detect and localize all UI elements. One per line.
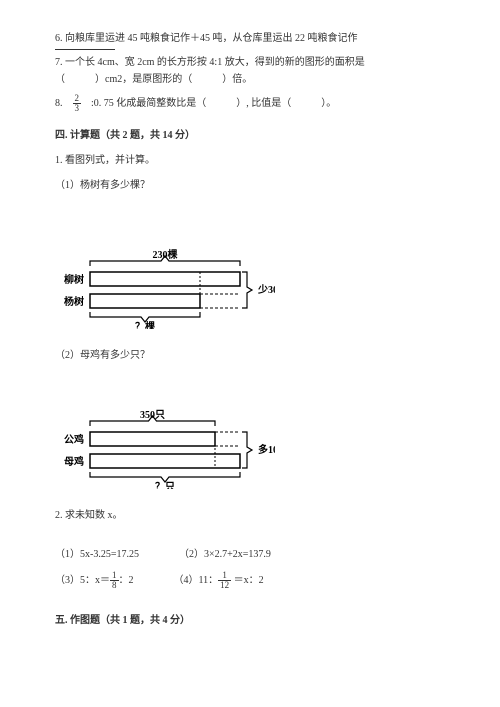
- svg-text:母鸡: 母鸡: [64, 455, 84, 468]
- eq3-b: ：2: [119, 575, 134, 586]
- eq4: （4）11：112 ＝x：2: [174, 571, 264, 590]
- q7-line1: 7. 一个长 4cm、宽 2cm 的长方形按 4:1 放大，得到的新的图形的面积…: [55, 54, 445, 71]
- svg-text:公鸡: 公鸡: [64, 433, 84, 446]
- equation-row-2: （3）5：x＝18：2 （4）11：112 ＝x：2: [55, 571, 445, 590]
- svg-text:350只: 350只: [140, 409, 165, 421]
- svg-text:？棵: ？棵: [135, 320, 155, 329]
- eq3-frac-d: 8: [110, 581, 119, 590]
- equation-row-1: （1）5x-3.25=17.25 （2）3×2.7+2x=137.9: [55, 546, 445, 563]
- eq3-frac: 18: [110, 571, 119, 590]
- diagram-chickens: 350只公鸡母鸡 多10% ？只: [55, 404, 445, 489]
- q6-text-a: 6. 向粮库里运进 45 吨粮食记作＋45 吨，从仓库里运出 22 吨粮食记作: [55, 33, 358, 44]
- q8-prefix: 8.: [55, 98, 73, 109]
- section-4-heading: 四. 计算题（共 2 题，共 14 分）: [55, 127, 445, 144]
- q7-line2: （ ）cm2，是原图形的（ ）倍。: [55, 71, 445, 88]
- sec4-q2: 2. 求未知数 x。: [55, 507, 445, 524]
- sec4-q1-part2: （2）母鸡有多少只？: [55, 347, 445, 364]
- sec4-q1-part1: （1）杨树有多少棵？: [55, 177, 445, 194]
- eq1: （1）5x-3.25=17.25: [55, 546, 139, 563]
- eq4-frac: 112: [218, 571, 231, 590]
- eq4-a: （4）11：: [174, 575, 219, 586]
- question-7: 7. 一个长 4cm、宽 2cm 的长方形按 4:1 放大，得到的新的图形的面积…: [55, 54, 445, 88]
- eq2: （2）3×2.7+2x=137.9: [179, 546, 271, 563]
- question-8: 8. 23 :0. 75 化成最简整数比是（ ）, 比值是（ ）。: [55, 94, 445, 113]
- svg-text:多10%: 多10%: [258, 443, 275, 456]
- question-6: 6. 向粮库里运进 45 吨粮食记作＋45 吨，从仓库里运出 22 吨粮食记作: [55, 30, 445, 47]
- sec4-q1: 1. 看图列式，并计算。: [55, 152, 445, 169]
- svg-text:杨树: 杨树: [64, 295, 84, 308]
- q8-mid: :0. 75 化成最简整数比是（ ）, 比值是（ ）。: [81, 98, 336, 109]
- section-5-heading: 五. 作图题（共 1 题，共 4 分）: [55, 612, 445, 629]
- svg-text:少30%: 少30%: [257, 283, 275, 296]
- eq4-frac-d: 12: [218, 581, 231, 590]
- eq3: （3）5：x＝18：2: [55, 571, 134, 590]
- q6-blank-line: [55, 49, 115, 50]
- svg-text:？只: ？只: [155, 481, 175, 489]
- diagram-trees: 230棵柳树杨树 少30% ？棵: [55, 244, 445, 329]
- eq4-b: ＝x：2: [231, 575, 264, 586]
- q8-fraction: 23: [73, 94, 82, 113]
- q8-frac-den: 3: [73, 104, 82, 113]
- svg-text:230棵: 230棵: [153, 248, 178, 261]
- svg-text:柳树: 柳树: [64, 273, 84, 286]
- eq3-a: （3）5：x＝: [55, 575, 110, 586]
